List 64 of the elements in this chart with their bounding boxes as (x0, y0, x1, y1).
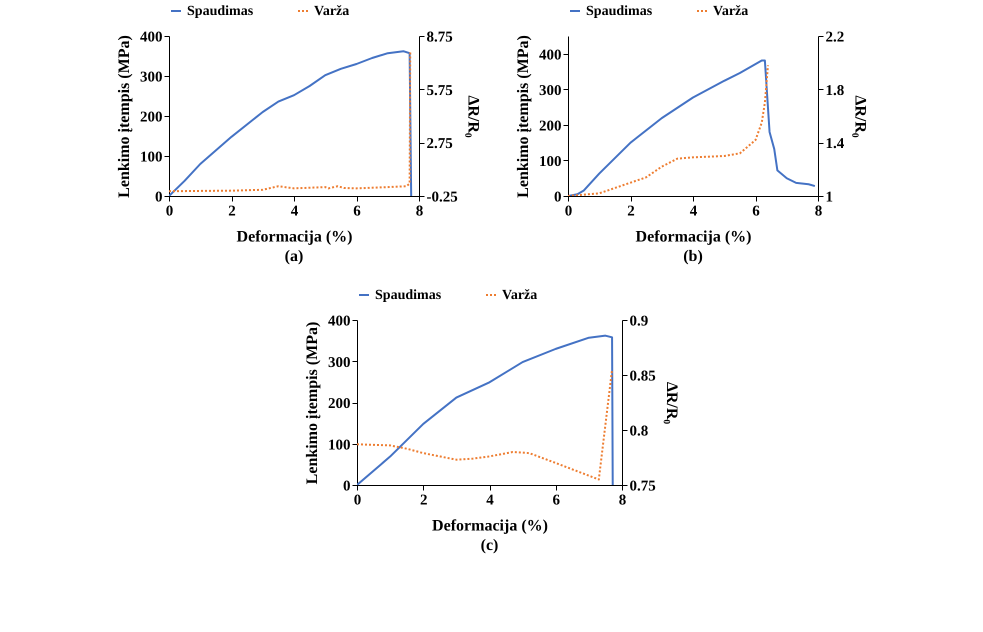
y2-axis-title: ΔR/R₀ (464, 95, 482, 138)
legend-label: Spaudimas (187, 4, 254, 19)
y2-tick-label: 2.75 (426, 136, 453, 152)
x-axis-title: Deformacija (%) (636, 228, 752, 246)
x-tick-label: 4 (690, 204, 698, 220)
y-tick-label: 0 (554, 190, 562, 206)
y-tick-label: 400 (539, 47, 562, 64)
line-series (568, 64, 769, 196)
y2-tick-label: 2.2 (826, 30, 844, 46)
x-tick-label: 6 (752, 204, 760, 220)
y2-tick-label: 0.75 (630, 478, 656, 494)
x-tick-label: 8 (618, 492, 626, 508)
y-tick-label: 100 (140, 150, 162, 166)
x-tick-label: 2 (420, 492, 428, 508)
y-tick-label: 0 (343, 478, 350, 494)
y-tick-label: 300 (328, 354, 350, 371)
x-tick-label: 0 (166, 204, 174, 220)
y2-tick-label: 0.85 (630, 368, 656, 384)
y2-tick-label: 5.75 (426, 82, 453, 99)
legend-label: Varža (713, 4, 748, 19)
y-tick-label: 200 (539, 118, 562, 134)
x-tick-label: 6 (353, 204, 362, 220)
line-series (357, 334, 614, 485)
x-tick-label: 4 (486, 492, 494, 508)
x-tick-label: 2 (627, 204, 635, 220)
y-tick-label: 100 (539, 154, 562, 170)
y-axis-title: Lenkimo įtempis (MPa) (515, 35, 532, 198)
y2-tick-label: 1.4 (826, 136, 845, 152)
text: (a) (284, 248, 304, 265)
line-series (357, 368, 614, 480)
y2-tick-label: 8.75 (426, 30, 453, 46)
x-tick-label: 6 (552, 492, 560, 508)
y2-tick-label: 1.8 (826, 82, 844, 99)
text: (b) (683, 248, 703, 265)
x-tick-label: 0 (564, 204, 572, 220)
y-tick-label: 0 (155, 190, 162, 206)
y-tick-label: 300 (539, 82, 562, 99)
x-tick-label: 8 (814, 204, 822, 220)
legend-label: Spaudimas (586, 4, 653, 19)
y2-tick-label: -0.25 (426, 190, 458, 206)
y2-tick-label: 0.8 (630, 424, 648, 440)
x-tick-label: 8 (416, 204, 424, 220)
legend-label: Varža (502, 288, 538, 303)
x-axis-title: Deformacija (%) (432, 518, 548, 534)
legend-label: Varža (314, 4, 350, 19)
y-tick-label: 400 (328, 314, 350, 330)
y-tick-label: 200 (328, 396, 350, 412)
x-tick-label: 2 (228, 204, 236, 220)
y-tick-label: 100 (328, 437, 350, 454)
x-tick-label: 4 (290, 204, 299, 220)
text: (c) (480, 537, 498, 554)
y2-tick-label: 0.9 (630, 314, 648, 330)
line-series (568, 60, 816, 196)
y-tick-label: 300 (140, 70, 162, 86)
legend-label: Spaudimas (375, 288, 442, 303)
y2-tick-label: 1 (826, 190, 833, 206)
x-axis-title: Deformacija (%) (236, 228, 352, 246)
y-axis-title: Lenkimo įtempis (MPa) (304, 322, 321, 484)
x-tick-label: 0 (354, 492, 362, 508)
y2-axis-title: ΔR/R₀ (851, 95, 868, 138)
y-axis-title: Lenkimo įtempis (MPa) (116, 35, 133, 198)
y2-axis-title: ΔR/R₀ (662, 382, 680, 424)
y-tick-label: 400 (140, 30, 162, 46)
y-tick-label: 200 (140, 110, 162, 126)
